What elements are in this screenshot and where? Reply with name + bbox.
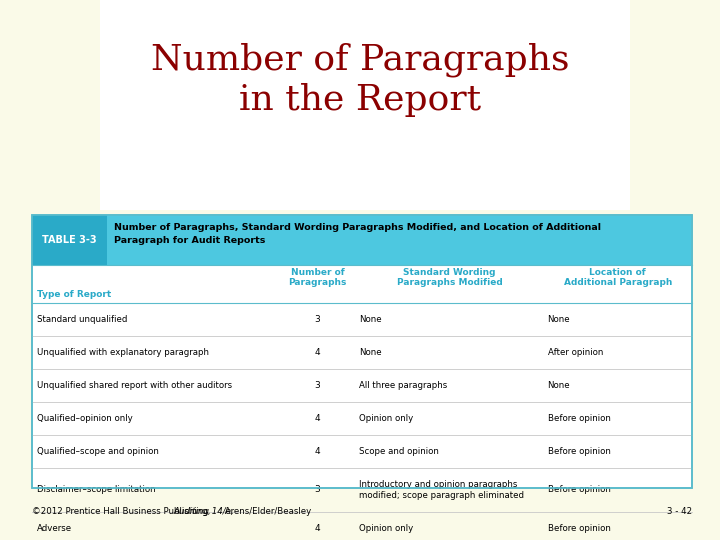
Text: 3: 3 [315,485,320,495]
Bar [32,215,692,488]
Text: TABLE 3-3: TABLE 3-3 [42,235,96,245]
Text: All three paragraphs: All three paragraphs [359,381,448,390]
Text: Auditing 14/e,: Auditing 14/e, [174,508,234,516]
Text: Number of Paragraphs, Standard Wording Paragraphs Modified, and Location of Addi: Number of Paragraphs, Standard Wording P… [114,223,601,232]
Text: Disclaimer–scope limitation: Disclaimer–scope limitation [37,485,156,495]
Text: Qualified–scope and opinion: Qualified–scope and opinion [37,447,159,456]
Text: Scope and opinion: Scope and opinion [359,447,439,456]
Text: Opinion only: Opinion only [359,524,414,533]
Text: Arens/Elder/Beasley: Arens/Elder/Beasley [222,508,311,516]
Text: Before opinion: Before opinion [547,524,611,533]
Text: After opinion: After opinion [547,348,603,357]
Text: None: None [547,315,570,324]
Text: 4: 4 [315,348,320,357]
Text: 3: 3 [315,381,320,390]
Text: Before opinion: Before opinion [547,447,611,456]
Text: Unqualified with explanatory paragraph: Unqualified with explanatory paragraph [37,348,209,357]
Text: Number of Paragraphs: Number of Paragraphs [150,43,570,77]
Text: 4: 4 [315,414,320,423]
Text: Standard Wording
Paragraphs Modified: Standard Wording Paragraphs Modified [397,268,503,287]
Text: Standard unqualified: Standard unqualified [37,315,127,324]
Bar [32,215,692,265]
Text: Type of Report: Type of Report [37,290,112,299]
Text: None: None [547,381,570,390]
Text: None: None [359,348,382,357]
Text: Paragraph for Audit Reports: Paragraph for Audit Reports [114,236,266,245]
Text: in the Report: in the Report [239,83,481,117]
Text: Qualified–opinion only: Qualified–opinion only [37,414,132,423]
Text: Before opinion: Before opinion [547,485,611,495]
Text: 3 - 42: 3 - 42 [667,508,692,516]
Text: None: None [359,315,382,324]
Text: Location of
Additional Paragraph: Location of Additional Paragraph [564,268,672,287]
Bar [32,215,692,488]
Text: 4: 4 [315,447,320,456]
Bar [100,0,630,210]
Text: Number of
Paragraphs: Number of Paragraphs [288,268,346,287]
Text: 3: 3 [315,315,320,324]
Text: Unqualified shared report with other auditors: Unqualified shared report with other aud… [37,381,232,390]
Text: Before opinion: Before opinion [547,414,611,423]
Text: ©2012 Prentice Hall Business Publishing,: ©2012 Prentice Hall Business Publishing, [32,508,213,516]
Text: 4: 4 [315,524,320,533]
Text: Opinion only: Opinion only [359,414,414,423]
Text: Adverse: Adverse [37,524,72,533]
Bar [32,215,107,265]
Text: Introductory and opinion paragraphs
modified; scope paragraph eliminated: Introductory and opinion paragraphs modi… [359,480,524,500]
